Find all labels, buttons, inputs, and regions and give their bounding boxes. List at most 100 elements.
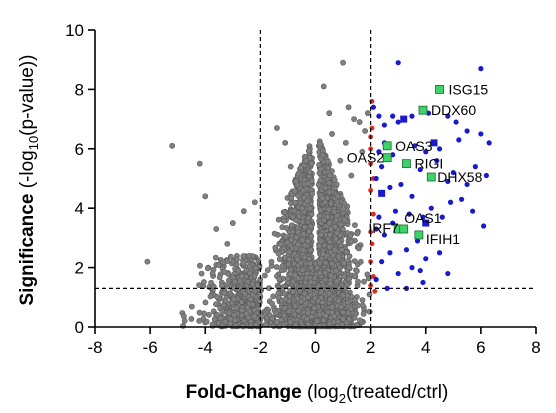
outlier-point (364, 110, 371, 117)
background-point (242, 290, 248, 297)
upregulated-point (373, 276, 379, 283)
background-point (334, 230, 340, 236)
background-point (295, 213, 302, 220)
background-point (269, 300, 275, 307)
background-point (299, 205, 305, 212)
y-axis-title-part-a: (-log (17, 150, 38, 193)
background-point (292, 303, 299, 309)
background-point (337, 264, 344, 271)
upregulated-point (478, 66, 484, 72)
threshold-point (370, 211, 376, 217)
upregulated-point (458, 196, 465, 202)
threshold-point (372, 288, 378, 294)
background-point (280, 217, 287, 224)
background-point (366, 308, 373, 315)
background-point (357, 317, 363, 324)
outlier-point (235, 267, 242, 274)
background-point (207, 293, 214, 300)
upregulated-point (420, 279, 426, 286)
outlier-point (251, 199, 258, 206)
background-point (314, 318, 320, 324)
background-point (356, 245, 362, 252)
background-point (316, 270, 323, 276)
background-point (324, 158, 331, 165)
outlier-point (348, 172, 355, 179)
outlier-point (202, 193, 209, 200)
labeled-gene-markers (382, 85, 444, 240)
background-point (287, 266, 294, 273)
background-point (317, 231, 324, 238)
background-point (205, 311, 212, 318)
background-point (307, 279, 314, 286)
upregulated-point (414, 238, 421, 244)
upregulated-point (447, 199, 454, 205)
background-point (288, 236, 295, 243)
gene-label: DHX58 (437, 169, 482, 185)
outlier-point (334, 193, 341, 200)
background-point (203, 318, 210, 325)
upregulated-point (450, 169, 456, 176)
upregulated-point (370, 104, 376, 110)
upregulated-point (409, 113, 415, 119)
background-point (322, 199, 329, 206)
background-point (212, 254, 219, 261)
background-point (335, 253, 342, 260)
background-point (279, 263, 286, 269)
background-point (297, 199, 304, 206)
outlier-point (144, 258, 151, 265)
background-point (216, 274, 223, 281)
upregulated-point (376, 113, 382, 119)
highlighted-gene-squares (378, 115, 438, 227)
background-point (359, 302, 366, 309)
background-point (331, 208, 338, 215)
background-point (215, 262, 222, 268)
upregulated-point (417, 166, 423, 173)
background-point (359, 297, 366, 303)
outlier-point (342, 139, 349, 146)
threshold-lines (95, 30, 536, 327)
upregulated-point (387, 250, 393, 256)
background-point (333, 278, 340, 285)
background-point (301, 290, 308, 297)
background-point (315, 182, 322, 188)
background-point (287, 271, 294, 278)
highlighted-gene-square (400, 115, 408, 123)
background-point (279, 224, 286, 231)
background-point (316, 141, 323, 147)
upregulated-point (387, 184, 393, 191)
background-point (196, 309, 203, 316)
background-point (291, 188, 298, 195)
upregulated-point (439, 214, 445, 220)
background-point (275, 216, 282, 223)
background-point (275, 290, 282, 297)
background-point (271, 230, 278, 237)
background-point (322, 269, 329, 276)
background-point (341, 217, 348, 223)
background-point (274, 319, 280, 326)
background-point (326, 290, 332, 297)
upregulated-point (481, 223, 487, 229)
upregulated-point (423, 149, 429, 155)
background-point (227, 320, 234, 327)
background-point (351, 222, 358, 228)
highlighted-gene-square (422, 219, 430, 227)
background-point (322, 312, 329, 319)
y-tick-label: 0 (75, 318, 84, 337)
background-point (209, 270, 216, 277)
y-axis-title-subscript: 10 (26, 136, 41, 150)
background-point (305, 309, 312, 316)
background-point (211, 316, 218, 322)
outlier-point (229, 220, 236, 226)
upregulated-point (445, 178, 451, 185)
background-point (308, 211, 315, 218)
background-point (311, 275, 318, 281)
upregulated-point (403, 247, 410, 253)
background-point (316, 213, 323, 219)
background-point (287, 319, 294, 326)
outlier-point (351, 116, 357, 122)
background-point (233, 304, 240, 311)
background-point (346, 275, 353, 282)
background-point (237, 278, 243, 284)
background-point (302, 279, 309, 286)
